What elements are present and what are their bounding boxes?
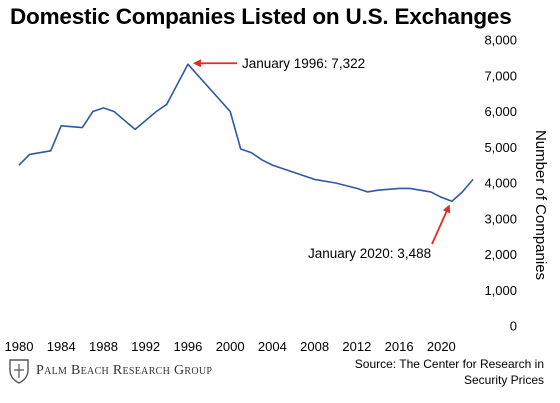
- y-tick-label: 6,000: [484, 104, 517, 119]
- annotation-label-2020: January 2020: 3,488: [308, 246, 431, 261]
- chart-title: Domestic Companies Listed on U.S. Exchan…: [10, 4, 512, 29]
- x-tick-label: 2008: [300, 339, 329, 354]
- x-tick-label: 2016: [385, 339, 414, 354]
- y-axis-ticks: 0 1,000 2,000 3,000 4,000 5,000 6,000 7,000 8,00…: [484, 33, 517, 334]
- y-tick-label: 2,000: [484, 247, 517, 262]
- y-tick-label: 8,000: [484, 33, 517, 48]
- x-tick-label: 1980: [5, 339, 34, 354]
- y-tick-label: 7,000: [484, 68, 517, 83]
- y-tick-label: 0: [510, 319, 517, 334]
- x-tick-label: 2004: [258, 339, 287, 354]
- x-tick-label: 1988: [89, 339, 118, 354]
- x-axis-ticks: 1980 1984 1988 1992 1996 2000 2004 2008 2012 2016…: [5, 339, 456, 354]
- y-tick-label: 4,000: [484, 176, 517, 191]
- annotations: January 1996: 7,322 January 2020: 3,488: [192, 56, 451, 261]
- brand-name: Palm Beach Research Group: [36, 363, 213, 378]
- x-tick-label: 1996: [173, 339, 202, 354]
- x-tick-label: 1992: [131, 339, 160, 354]
- crest-icon: [9, 359, 29, 384]
- source-note: Source: The Center for Research in Secur…: [354, 357, 544, 387]
- brand-logo: Palm Beach Research Group: [8, 358, 212, 384]
- y-tick-label: 1,000: [484, 283, 517, 298]
- x-tick-label: 2000: [216, 339, 245, 354]
- annotation-label-1996: January 1996: 7,322: [242, 56, 365, 71]
- series-points: [18, 64, 474, 202]
- series-line: [18, 63, 474, 203]
- y-axis-label: Number of Companies: [532, 130, 549, 280]
- x-tick-label: 2020: [427, 339, 456, 354]
- y-tick-label: 5,000: [484, 140, 517, 155]
- y-tick-label: 3,000: [484, 211, 517, 226]
- x-tick-label: 1984: [47, 339, 76, 354]
- annotation-arrow-2020: [431, 204, 451, 245]
- x-tick-label: 2012: [342, 339, 371, 354]
